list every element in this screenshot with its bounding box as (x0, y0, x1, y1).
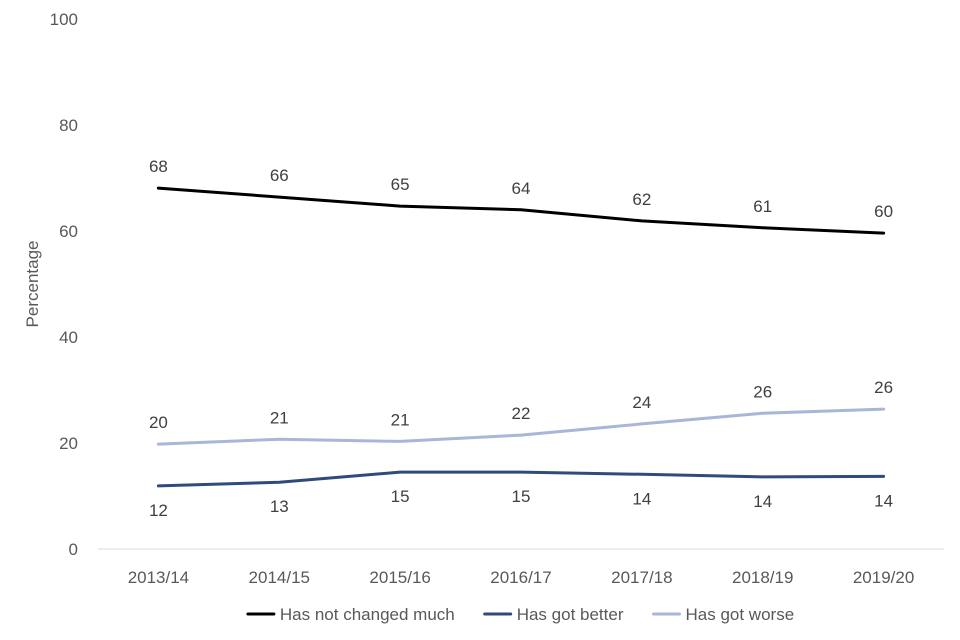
data-label: 26 (874, 378, 893, 397)
data-label: 21 (270, 408, 289, 427)
data-label: 12 (149, 501, 168, 520)
x-tick-label: 2017/18 (611, 568, 672, 587)
legend-label: Has got better (517, 605, 624, 624)
data-label: 14 (632, 489, 651, 508)
data-label: 15 (391, 487, 410, 506)
x-tick-label: 2015/16 (369, 568, 430, 587)
y-tick-label: 0 (69, 540, 78, 559)
y-axis-title: Percentage (23, 241, 42, 328)
data-label: 14 (753, 492, 772, 511)
y-axis-ticks: 0 20 40 60 80 100 (50, 10, 78, 559)
x-axis-ticks: 2013/14 2014/15 2015/16 2016/17 2017/18 2018/… (128, 568, 915, 587)
data-label: 62 (632, 190, 651, 209)
data-label: 26 (753, 382, 772, 401)
data-label: 61 (753, 197, 772, 216)
data-label: 22 (512, 404, 531, 423)
x-tick-label: 2016/17 (490, 568, 551, 587)
series-line (156, 470, 886, 488)
data-label: 65 (391, 175, 410, 194)
series-line (156, 407, 886, 446)
legend: Has not changed much Has got better Has go… (246, 605, 795, 624)
y-tick-label: 20 (59, 434, 78, 453)
legend-item: Has got better (483, 605, 624, 624)
x-tick-label: 2019/20 (853, 568, 914, 587)
y-tick-label: 80 (59, 116, 78, 135)
data-label: 13 (270, 497, 289, 516)
data-label: 20 (149, 413, 168, 432)
data-label: 24 (632, 393, 651, 412)
data-labels: 68 66 65 64 62 61 60 12 13 15 15 14 14 14 20 21 21 22 24 26… (149, 157, 893, 520)
legend-label: Has got worse (686, 605, 795, 624)
legend-item: Has not changed much (246, 605, 455, 624)
x-tick-label: 2014/15 (249, 568, 310, 587)
data-label: 66 (270, 166, 289, 185)
data-label: 21 (391, 410, 410, 429)
y-tick-label: 40 (59, 328, 78, 347)
data-label: 14 (874, 491, 893, 510)
data-label: 68 (149, 157, 168, 176)
data-label: 15 (512, 487, 531, 506)
y-tick-label: 100 (50, 10, 78, 29)
series-line (156, 186, 886, 235)
legend-item: Has got worse (652, 605, 795, 624)
y-tick-label: 60 (59, 222, 78, 241)
data-label: 60 (874, 202, 893, 221)
series-lines (156, 186, 886, 488)
x-tick-label: 2018/19 (732, 568, 793, 587)
data-label: 64 (512, 179, 531, 198)
legend-label: Has not changed much (280, 605, 455, 624)
x-tick-label: 2013/14 (128, 568, 189, 587)
